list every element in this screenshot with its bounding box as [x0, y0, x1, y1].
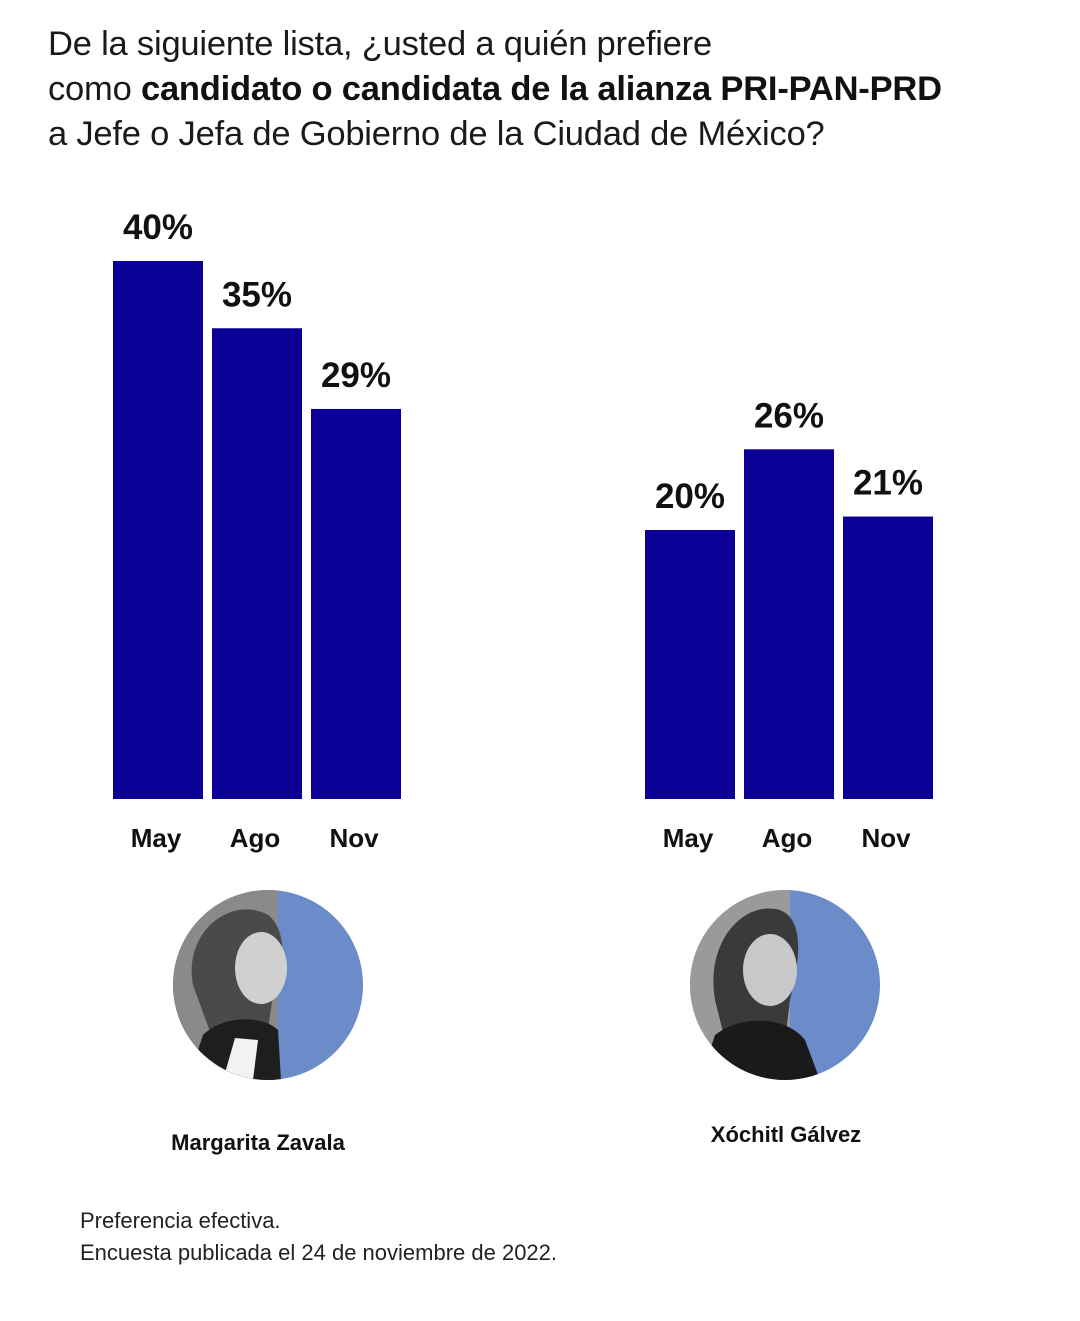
value-label-margarita-zavala-nov: 29% [321, 356, 391, 395]
bar-margarita-zavala-ago [212, 328, 302, 799]
face-shape [743, 934, 797, 1006]
question-line-2-prefix: como [48, 70, 141, 108]
candidate-photo-xochitl-galvez [690, 890, 880, 1080]
portrait-photo-icon [173, 890, 363, 1080]
value-label-margarita-zavala-ago: 35% [222, 275, 292, 314]
question-title: De la siguiente lista, ¿usted a quién pr… [48, 22, 1058, 157]
question-line-2: como candidato o candidata de la alianza… [48, 67, 1058, 112]
bar-xochitl-galvez-ago [744, 449, 834, 799]
category-label-margarita-zavala-ago: Ago [230, 823, 281, 853]
question-line-2-bold: candidato o candidata de la alianza PRI-… [140, 70, 942, 108]
bar-group-xochitl-galvez: 20% May 26% Ago 21% Nov [645, 396, 933, 853]
candidate-photo-margarita-zavala [173, 890, 363, 1080]
candidate-name-xochitl-galvez: Xóchitl Gálvez [710, 1122, 862, 1147]
category-label-xochitl-galvez-may: May [663, 823, 714, 853]
question-line-1: De la siguiente lista, ¿usted a quién pr… [48, 25, 712, 63]
face-shape [235, 932, 287, 1004]
value-label-margarita-zavala-may: 40% [123, 208, 193, 247]
value-label-xochitl-galvez-ago: 26% [754, 396, 824, 435]
footnote-line-2: Encuesta publicada el 24 de noviembre de… [80, 1240, 558, 1265]
footnote: Preferencia efectiva. Encuesta publicada… [80, 1205, 557, 1269]
category-label-xochitl-galvez-nov: Nov [861, 823, 911, 853]
shirt-shape [223, 1038, 258, 1080]
candidate-name-margarita-zavala: Margarita Zavala [171, 1130, 345, 1155]
bar-group-margarita-zavala: 40% May 35% Ago 29% Nov [113, 208, 401, 853]
bar-charts: 40% May 35% Ago 29% Nov 20% May 26% Ago 21% Nov [113, 208, 933, 853]
value-label-xochitl-galvez-nov: 21% [853, 464, 923, 503]
portrait-photo-icon [690, 890, 880, 1080]
bar-xochitl-galvez-nov [843, 516, 933, 799]
category-label-margarita-zavala-may: May [131, 823, 182, 853]
category-label-xochitl-galvez-ago: Ago [762, 823, 813, 853]
footnote-line-1: Preferencia efectiva. [80, 1208, 281, 1233]
bar-margarita-zavala-may [113, 261, 203, 799]
value-label-xochitl-galvez-may: 20% [655, 477, 725, 516]
bar-xochitl-galvez-may [645, 530, 735, 799]
question-line-3: a Jefe o Jefa de Gobierno de la Ciudad d… [48, 115, 825, 153]
category-label-margarita-zavala-nov: Nov [329, 823, 379, 853]
bar-margarita-zavala-nov [311, 408, 401, 799]
